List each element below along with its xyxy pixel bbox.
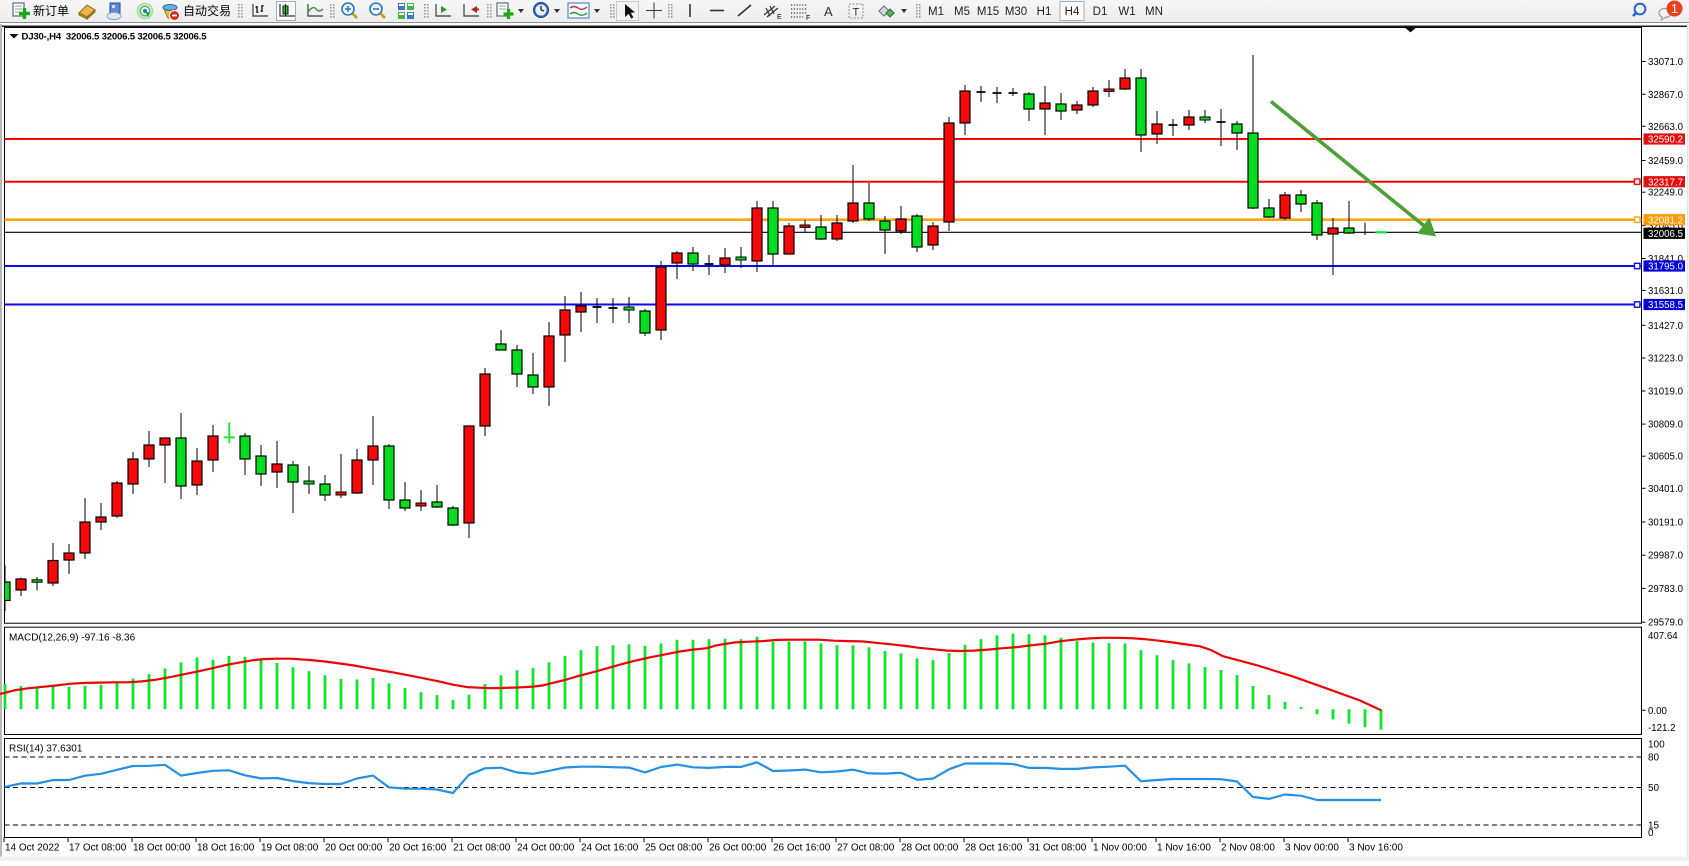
svg-text:1: 1 [1671, 2, 1678, 16]
svg-text:32590.2: 32590.2 [1648, 135, 1683, 146]
svg-text:28 Oct 16:00: 28 Oct 16:00 [965, 842, 1023, 853]
svg-text:MACD(12,26,9) -97.16 -8.36: MACD(12,26,9) -97.16 -8.36 [9, 633, 136, 644]
svg-text:32459.0: 32459.0 [1648, 156, 1684, 167]
svg-text:31558.5: 31558.5 [1648, 300, 1683, 311]
svg-text:29783.0: 29783.0 [1648, 584, 1684, 595]
svg-text:H1: H1 [1037, 6, 1052, 18]
svg-text:100: 100 [1648, 740, 1665, 751]
svg-text:407.64: 407.64 [1648, 631, 1678, 642]
svg-text:29987.0: 29987.0 [1648, 551, 1684, 562]
svg-text:24 Oct 00:00: 24 Oct 00:00 [517, 842, 575, 853]
svg-text:19 Oct 08:00: 19 Oct 08:00 [261, 842, 319, 853]
svg-text:30809.0: 30809.0 [1648, 420, 1684, 431]
svg-text:18 Oct 16:00: 18 Oct 16:00 [197, 842, 255, 853]
svg-text:3 Nov 00:00: 3 Nov 00:00 [1285, 842, 1339, 853]
svg-text:30605.0: 30605.0 [1648, 452, 1684, 463]
svg-text:-121.2: -121.2 [1648, 723, 1675, 734]
svg-text:32249.0: 32249.0 [1648, 188, 1684, 199]
svg-text:28 Oct 00:00: 28 Oct 00:00 [901, 842, 959, 853]
svg-text:0.00: 0.00 [1648, 706, 1667, 717]
svg-text:A: A [824, 4, 833, 19]
svg-text:0: 0 [1648, 828, 1654, 839]
svg-text:D1: D1 [1093, 6, 1108, 18]
svg-text:31427.0: 31427.0 [1648, 321, 1684, 332]
svg-text:50: 50 [1648, 783, 1660, 794]
svg-text:T: T [853, 7, 860, 19]
svg-text:31841.0: 31841.0 [1648, 254, 1684, 265]
svg-text:M30: M30 [1005, 6, 1027, 18]
svg-text:31019.0: 31019.0 [1648, 387, 1684, 398]
svg-text:M5: M5 [954, 6, 970, 18]
svg-text:24 Oct 16:00: 24 Oct 16:00 [581, 842, 639, 853]
svg-text:H4: H4 [1065, 6, 1080, 18]
svg-text:M15: M15 [977, 6, 999, 18]
svg-text:32045.0: 32045.0 [1648, 221, 1684, 232]
svg-text:18 Oct 00:00: 18 Oct 00:00 [133, 842, 191, 853]
svg-text:31795.0: 31795.0 [1648, 262, 1684, 273]
svg-text:31631.0: 31631.0 [1648, 286, 1684, 297]
svg-text:新订单: 新订单 [33, 3, 69, 18]
svg-text:26 Oct 16:00: 26 Oct 16:00 [773, 842, 831, 853]
svg-text:27 Oct 08:00: 27 Oct 08:00 [837, 842, 895, 853]
svg-text:20 Oct 00:00: 20 Oct 00:00 [325, 842, 383, 853]
svg-text:M1: M1 [928, 6, 944, 18]
svg-text:20 Oct 16:00: 20 Oct 16:00 [389, 842, 447, 853]
svg-text:自动交易: 自动交易 [183, 3, 231, 18]
svg-text:31223.0: 31223.0 [1648, 354, 1684, 365]
svg-text:MN: MN [1145, 6, 1163, 18]
svg-text:32317.7: 32317.7 [1648, 177, 1683, 188]
svg-text:E: E [777, 14, 782, 21]
svg-text:30401.0: 30401.0 [1648, 484, 1684, 495]
svg-text:30191.0: 30191.0 [1648, 518, 1684, 529]
svg-text:RSI(14) 37.6301: RSI(14) 37.6301 [9, 744, 83, 755]
svg-text:32081.2: 32081.2 [1648, 215, 1683, 226]
svg-text:32006.5: 32006.5 [1648, 229, 1683, 240]
svg-text:32663.0: 32663.0 [1648, 122, 1684, 133]
svg-text:2 Nov 08:00: 2 Nov 08:00 [1221, 842, 1275, 853]
svg-text:F: F [806, 15, 810, 22]
svg-text:80: 80 [1648, 753, 1660, 764]
svg-text:29579.0: 29579.0 [1648, 618, 1684, 629]
svg-text:33071.0: 33071.0 [1648, 57, 1684, 68]
svg-text:DJ30-,H4 32006.5 32006.5 3200: DJ30-,H4 32006.5 32006.5 32006.5 32006.5 [22, 32, 208, 43]
svg-text:15: 15 [1648, 821, 1660, 832]
svg-text:26 Oct 00:00: 26 Oct 00:00 [709, 842, 767, 853]
svg-text:1 Nov 00:00: 1 Nov 00:00 [1093, 842, 1147, 853]
svg-text:17 Oct 08:00: 17 Oct 08:00 [69, 842, 127, 853]
svg-text:W1: W1 [1118, 6, 1135, 18]
svg-text:25 Oct 08:00: 25 Oct 08:00 [645, 842, 703, 853]
svg-text:14 Oct 2022: 14 Oct 2022 [5, 842, 60, 853]
svg-text:3 Nov 16:00: 3 Nov 16:00 [1349, 842, 1403, 853]
svg-text:21 Oct 08:00: 21 Oct 08:00 [453, 842, 511, 853]
svg-text:31 Oct 08:00: 31 Oct 08:00 [1029, 842, 1087, 853]
svg-text:1 Nov 16:00: 1 Nov 16:00 [1157, 842, 1211, 853]
svg-text:32867.0: 32867.0 [1648, 90, 1684, 101]
